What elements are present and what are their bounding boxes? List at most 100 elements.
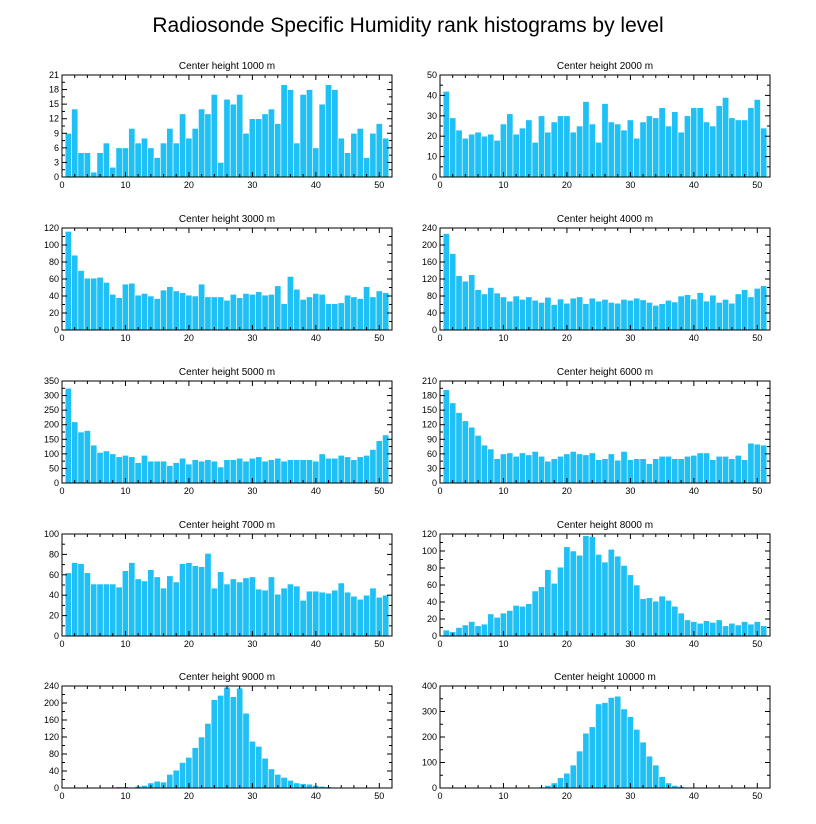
x-tick-label: 20 xyxy=(184,333,194,343)
x-tick-label: 0 xyxy=(59,791,64,801)
y-tick-label: 20 xyxy=(427,131,437,141)
histogram-bar xyxy=(595,459,603,484)
histogram-bar xyxy=(607,302,615,331)
histogram-bar xyxy=(179,113,187,178)
histogram-bar xyxy=(191,565,199,637)
histogram-bar xyxy=(280,460,288,484)
histogram-bar xyxy=(506,610,514,637)
histogram-bar xyxy=(71,108,79,178)
histogram-bar xyxy=(153,460,161,484)
histogram-bar xyxy=(223,583,231,637)
histogram-bar xyxy=(299,599,307,637)
histogram-bar xyxy=(569,451,577,484)
x-tick-label: 10 xyxy=(120,639,130,649)
histogram-bar xyxy=(633,297,641,331)
histogram-bar xyxy=(128,282,136,331)
histogram-bar xyxy=(166,286,174,331)
histogram-bar xyxy=(588,536,596,637)
y-tick-label: 180 xyxy=(422,391,437,401)
histogram-bar xyxy=(499,123,507,178)
panel-title: Center height 8000 m xyxy=(557,520,653,531)
chart-panel: Center height 2000 m 0 10 20 30 40 50 0 10 20 30 40… xyxy=(427,61,771,190)
histogram-bar xyxy=(620,129,628,178)
histogram-bar xyxy=(375,123,383,178)
histogram-bar xyxy=(715,302,723,331)
histogram-bar xyxy=(474,131,482,178)
histogram-bar xyxy=(166,575,174,637)
histogram-bar xyxy=(563,546,571,637)
histogram-bar xyxy=(90,583,98,637)
histogram-bar xyxy=(633,137,641,178)
x-tick-label: 10 xyxy=(120,180,130,190)
histogram-bar xyxy=(639,299,647,331)
y-tick-label: 50 xyxy=(427,70,437,80)
histogram-bar xyxy=(760,127,768,178)
x-tick-label: 40 xyxy=(311,791,321,801)
y-tick-label: 250 xyxy=(44,405,59,415)
histogram-bar xyxy=(519,452,526,484)
histogram-bar xyxy=(325,592,333,637)
histogram-bar xyxy=(166,128,174,178)
histogram-bar xyxy=(677,131,685,178)
histogram-bar xyxy=(658,455,666,484)
histogram-bar xyxy=(350,132,358,178)
histogram-bar xyxy=(664,299,672,331)
y-tick-label: 40 xyxy=(49,590,59,600)
histogram-bar xyxy=(274,123,282,178)
histogram-bar xyxy=(160,289,168,331)
histogram-bar xyxy=(747,442,755,484)
histogram-bar xyxy=(747,623,755,637)
histogram-bar xyxy=(128,456,136,484)
histogram-bar xyxy=(633,458,641,484)
histogram-bar xyxy=(179,292,187,331)
histogram-bar xyxy=(160,587,168,637)
histogram-bar xyxy=(576,750,584,789)
histogram-bar xyxy=(468,133,476,178)
y-tick-label: 300 xyxy=(44,391,59,401)
histogram-bar xyxy=(102,583,110,637)
histogram-bar xyxy=(652,600,660,637)
histogram-bar xyxy=(64,572,72,637)
histogram-bar xyxy=(331,589,339,637)
histogram-bar xyxy=(363,594,371,637)
histogram-bar xyxy=(620,565,628,637)
histogram-bar xyxy=(185,294,193,331)
chart-panel: Center height 5000 m 0 10 20 30 40 50 0 50 100 150… xyxy=(44,367,393,496)
histogram-bar xyxy=(71,562,79,637)
histogram-bar xyxy=(734,455,742,484)
histogram-bar xyxy=(614,302,622,331)
histogram-bar xyxy=(77,563,85,637)
histogram-bar xyxy=(267,768,275,789)
y-tick-label: 100 xyxy=(44,449,59,459)
y-tick-label: 40 xyxy=(427,90,437,100)
histogram-bar xyxy=(210,296,218,331)
x-tick-label: 20 xyxy=(184,180,194,190)
histogram-bar xyxy=(620,451,628,484)
histogram-bar xyxy=(658,107,666,178)
histogram-bar xyxy=(306,590,313,637)
y-tick-label: 40 xyxy=(49,766,59,776)
histogram-bar xyxy=(337,137,345,178)
histogram-bar xyxy=(639,741,647,789)
histogram-bar xyxy=(286,276,294,331)
histogram-bar xyxy=(77,152,85,178)
y-tick-label: 400 xyxy=(422,681,437,691)
histogram-bar xyxy=(550,582,558,637)
histogram-bar xyxy=(325,457,333,484)
histogram-bar xyxy=(274,593,282,637)
histogram-bar xyxy=(153,780,161,789)
histogram-bar xyxy=(576,453,584,484)
y-tick-label: 0 xyxy=(54,172,59,182)
histogram-bar xyxy=(760,285,768,331)
x-tick-label: 20 xyxy=(562,791,572,801)
y-tick-label: 40 xyxy=(427,597,437,607)
histogram-bar xyxy=(299,94,307,178)
x-tick-label: 20 xyxy=(184,791,194,801)
histogram-bar xyxy=(141,293,148,331)
y-tick-label: 60 xyxy=(427,449,437,459)
histogram-bar xyxy=(645,597,653,637)
histogram-bar xyxy=(468,621,476,637)
histogram-bar xyxy=(286,583,294,637)
histogram-bar xyxy=(588,726,596,789)
x-tick-label: 50 xyxy=(374,791,384,801)
